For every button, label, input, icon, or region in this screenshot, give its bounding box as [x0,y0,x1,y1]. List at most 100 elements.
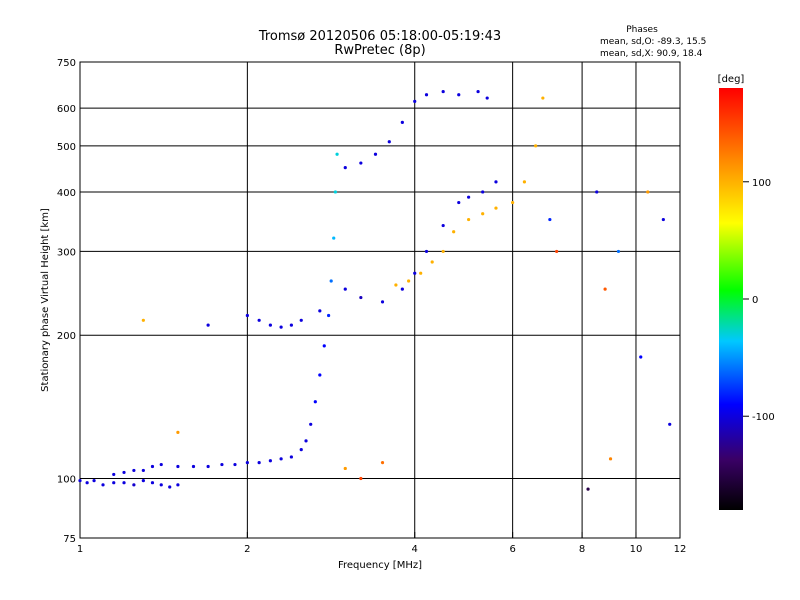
data-point [476,89,480,94]
x-tick-label: 6 [509,544,515,555]
data-point [522,180,527,184]
data-point [343,166,347,170]
data-point [407,279,411,283]
colorbar-tick-label: -100 [752,412,775,423]
data-point [424,93,429,97]
data-point [668,422,672,426]
data-point [359,476,363,481]
data-point [299,448,303,452]
y-axis-label: Stationary phase Virtual Height [km] [40,208,51,392]
data-point [646,190,650,194]
data-point [603,287,607,291]
data-point [534,144,538,148]
data-point [586,487,590,491]
colorbar-label: [deg] [718,74,745,85]
data-point [132,483,136,487]
data-point [343,287,347,291]
data-point [318,373,322,377]
data-point [132,468,136,473]
data-point [112,472,116,477]
data-point [322,344,326,348]
y-tick-label: 100 [57,475,76,486]
data-point [467,217,471,222]
data-point [639,355,643,359]
data-point [206,464,210,469]
data-point [176,430,180,434]
data-point [424,249,429,254]
data-point [268,459,272,463]
data-point [430,260,434,264]
data-point [141,479,145,483]
data-point [359,161,363,165]
data-point [122,470,126,475]
data-point [413,271,417,275]
data-point [176,483,180,487]
x-tick-label: 2 [244,544,250,555]
data-point [309,422,313,426]
data-point [150,481,155,485]
data-point [481,212,485,216]
data-point [373,152,378,156]
chart-title: Tromsø 20120506 05:18:00-05:19:43 [258,29,501,44]
data-point [541,96,545,100]
phases-mean-x: mean, sd,X: 90.9, 18.4 [600,49,703,59]
data-point [289,455,293,459]
y-tick-label: 75 [63,534,76,545]
data-point [233,462,237,467]
data-point [168,485,172,489]
data-point [245,461,249,465]
data-point [494,180,498,184]
data-point [400,120,404,124]
data-point [608,457,613,461]
data-point [333,190,338,194]
data-point [380,300,385,304]
data-point [245,313,249,318]
data-point [511,200,515,205]
y-tick-label: 200 [57,331,76,342]
colorbar-tick-label: 100 [752,178,771,189]
phases-title: Phases [626,25,658,35]
y-tick-label: 300 [57,247,76,258]
data-point [150,464,155,469]
data-point [299,318,303,322]
colorbar-gradient [719,88,743,510]
data-point [441,223,445,228]
data-point [176,464,180,469]
data-point [78,479,82,483]
x-tick-label: 10 [630,544,643,555]
data-point [494,206,498,210]
x-tick-label: 4 [412,544,418,555]
data-point [329,279,333,283]
y-tick-label: 750 [57,58,76,69]
data-point [595,190,599,194]
data-point [394,283,398,287]
data-point [268,323,272,327]
data-point [206,323,210,327]
data-point [457,93,461,97]
data-point [279,457,283,461]
x-tick-label: 12 [674,544,687,555]
data-point [380,461,385,465]
data-point [313,400,317,404]
data-point [304,439,308,443]
x-tick-label: 1 [77,544,83,555]
data-point [548,217,552,222]
data-point [159,462,163,467]
data-point [159,483,163,487]
data-point [141,318,145,322]
data-point [616,249,621,254]
data-point [85,481,89,485]
data-point [359,295,363,300]
data-point [332,236,336,240]
data-point [467,195,471,199]
y-tick-label: 500 [57,142,76,153]
data-point [191,464,196,469]
data-point [257,318,261,322]
data-point [485,96,489,100]
data-point [387,140,391,144]
data-point [289,323,293,327]
data-point [279,325,283,329]
data-point [141,468,145,473]
